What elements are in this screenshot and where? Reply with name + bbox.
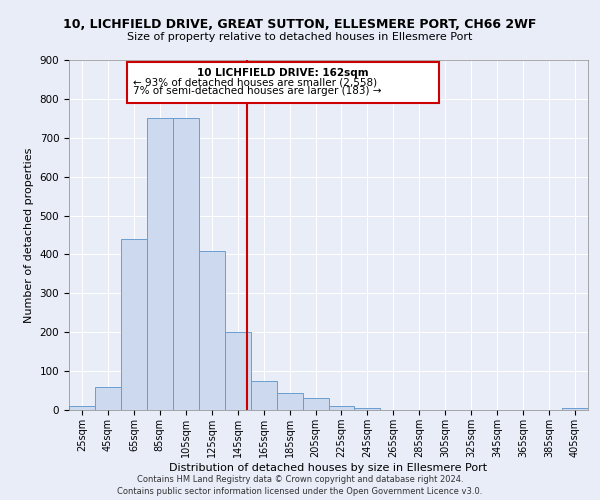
Bar bbox=[69, 406, 95, 410]
Text: 7% of semi-detached houses are larger (183) →: 7% of semi-detached houses are larger (1… bbox=[133, 86, 381, 96]
Text: Contains public sector information licensed under the Open Government Licence v3: Contains public sector information licen… bbox=[118, 486, 482, 496]
Text: 10, LICHFIELD DRIVE, GREAT SUTTON, ELLESMERE PORT, CH66 2WF: 10, LICHFIELD DRIVE, GREAT SUTTON, ELLES… bbox=[64, 18, 536, 30]
FancyBboxPatch shape bbox=[127, 62, 439, 103]
Text: 10 LICHFIELD DRIVE: 162sqm: 10 LICHFIELD DRIVE: 162sqm bbox=[197, 68, 369, 78]
Bar bbox=[329, 406, 355, 410]
Bar bbox=[277, 392, 302, 410]
Bar bbox=[225, 332, 251, 410]
Text: ← 93% of detached houses are smaller (2,558): ← 93% of detached houses are smaller (2,… bbox=[133, 78, 377, 88]
Bar bbox=[355, 408, 380, 410]
Bar bbox=[562, 408, 588, 410]
Bar bbox=[147, 118, 173, 410]
Text: Contains HM Land Registry data © Crown copyright and database right 2024.: Contains HM Land Registry data © Crown c… bbox=[137, 476, 463, 484]
Bar bbox=[121, 239, 147, 410]
Bar bbox=[199, 250, 224, 410]
Y-axis label: Number of detached properties: Number of detached properties bbox=[24, 148, 34, 322]
Text: Size of property relative to detached houses in Ellesmere Port: Size of property relative to detached ho… bbox=[127, 32, 473, 42]
Bar bbox=[173, 118, 199, 410]
Bar bbox=[251, 381, 277, 410]
Bar bbox=[302, 398, 329, 410]
X-axis label: Distribution of detached houses by size in Ellesmere Port: Distribution of detached houses by size … bbox=[169, 462, 488, 472]
Bar bbox=[95, 386, 121, 410]
